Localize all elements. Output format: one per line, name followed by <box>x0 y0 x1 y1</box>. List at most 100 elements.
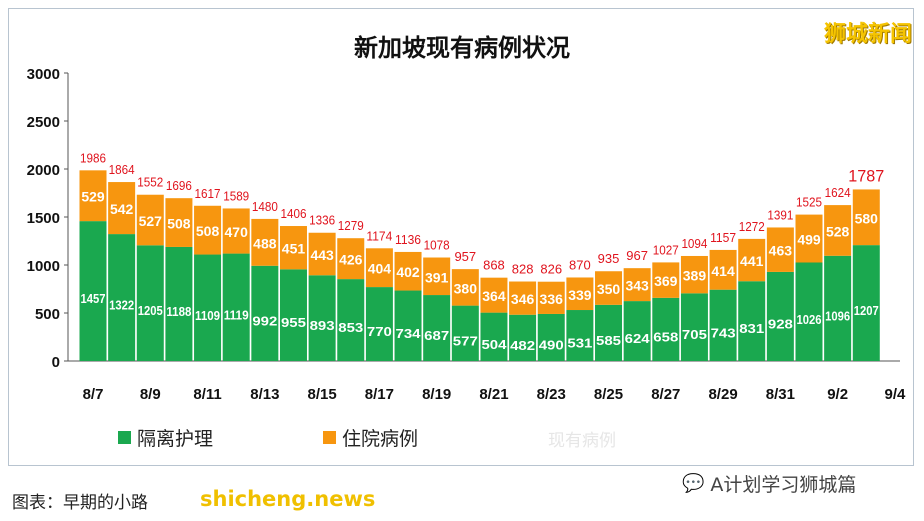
data-label-isolation: 1188 <box>166 304 191 319</box>
bar-isolation <box>451 305 479 361</box>
y-tick-label: 2500 <box>27 114 60 131</box>
bar-hospital <box>108 182 136 235</box>
data-label-hospital: 499 <box>797 232 821 248</box>
x-tick-label: 8/13 <box>250 386 279 403</box>
bar-hospital <box>795 214 823 263</box>
data-label-hospital: 443 <box>310 247 334 263</box>
bar-isolation <box>394 290 422 361</box>
y-tick-label: 1500 <box>27 210 60 227</box>
data-label-isolation: 831 <box>739 321 764 336</box>
data-label-hospital: 463 <box>769 243 793 259</box>
x-tick-label: 8/23 <box>537 386 566 403</box>
bar-hospital <box>623 268 651 302</box>
x-tick-label: 8/29 <box>708 386 737 403</box>
bar-isolation <box>852 245 880 361</box>
bar-hospital <box>652 262 680 298</box>
data-label-isolation: 1322 <box>109 298 134 313</box>
bar-isolation <box>194 254 222 361</box>
data-label-total: 1174 <box>366 228 392 243</box>
data-label-hospital: 402 <box>396 264 420 280</box>
bar-isolation <box>795 262 823 361</box>
data-label-hospital: 389 <box>683 268 707 284</box>
data-label-total: 1027 <box>653 242 679 257</box>
bar-isolation <box>165 246 193 361</box>
data-label-hospital: 451 <box>282 241 306 257</box>
bar-hospital <box>165 198 193 247</box>
legend-swatch <box>118 431 131 444</box>
data-label-hospital: 426 <box>339 252 363 268</box>
data-label-total: 957 <box>454 249 476 264</box>
y-tick-label: 0 <box>52 354 60 371</box>
bar-isolation <box>423 295 451 361</box>
bar-hospital <box>537 281 565 314</box>
data-label-isolation: 1109 <box>195 308 220 323</box>
data-label-isolation: 1207 <box>854 303 879 318</box>
data-label-isolation: 770 <box>367 324 392 339</box>
bar-hospital <box>824 205 852 256</box>
data-label-total: 1272 <box>739 219 765 234</box>
data-label-isolation: 928 <box>768 316 793 331</box>
x-tick-label: 8/19 <box>422 386 451 403</box>
data-label-isolation: 1026 <box>797 312 822 327</box>
data-label-hospital: 508 <box>196 223 220 239</box>
data-label-hospital: 470 <box>225 224 249 240</box>
data-label-total: 1078 <box>424 238 450 253</box>
data-label-isolation: 1205 <box>138 303 163 318</box>
x-tick-label: 9/2 <box>827 386 848 403</box>
data-label-total: 1864 <box>109 162 135 177</box>
data-label-hospital: 488 <box>253 235 277 251</box>
x-tick-label: 9/4 <box>884 386 906 403</box>
data-label-hospital: 529 <box>81 189 105 205</box>
data-label-isolation: 705 <box>682 327 707 342</box>
bar-isolation <box>680 293 708 361</box>
y-tick-label: 1000 <box>27 258 60 275</box>
data-label-isolation: 734 <box>396 326 422 341</box>
x-tick-label: 8/7 <box>83 386 104 403</box>
bar-hospital <box>509 281 537 315</box>
bar-isolation <box>136 245 164 361</box>
data-label-isolation: 992 <box>252 313 277 328</box>
data-label-total: 1787 <box>848 166 884 185</box>
bar-isolation <box>279 269 307 361</box>
bar-isolation <box>480 312 508 361</box>
data-label-isolation: 490 <box>539 337 564 352</box>
wechat-label: A计划学习狮城篇 <box>710 474 857 496</box>
bar-isolation <box>738 281 766 361</box>
bar-hospital <box>451 269 479 306</box>
data-label-isolation: 853 <box>338 320 363 335</box>
data-label-total: 935 <box>598 251 620 266</box>
data-label-total: 1336 <box>309 213 335 228</box>
logo: 狮城新闻 <box>823 22 912 47</box>
faint-text: 现有病例 <box>548 431 616 451</box>
bar-hospital <box>222 208 250 254</box>
data-label-isolation: 743 <box>711 325 736 340</box>
bar-isolation <box>824 255 852 361</box>
data-label-isolation: 624 <box>625 331 651 346</box>
data-label-total: 870 <box>569 257 591 272</box>
data-label-total: 1279 <box>338 218 364 233</box>
data-label-total: 1617 <box>195 186 221 201</box>
bar-hospital <box>194 205 222 255</box>
chart-frame <box>8 8 914 466</box>
data-label-total: 1624 <box>825 185 851 200</box>
bar-isolation <box>222 253 250 361</box>
data-label-total: 826 <box>540 262 562 277</box>
bar-hospital <box>337 238 365 280</box>
x-tick-label: 8/25 <box>594 386 623 403</box>
data-label-isolation: 531 <box>567 336 592 351</box>
data-label-hospital: 542 <box>110 201 134 217</box>
bar-hospital <box>279 226 307 270</box>
bar-isolation <box>308 275 336 361</box>
data-label-isolation: 893 <box>310 318 335 333</box>
data-label-hospital: 350 <box>597 281 621 297</box>
bar-hospital <box>79 170 107 222</box>
bar-isolation <box>365 287 393 361</box>
data-label-total: 1696 <box>166 178 192 193</box>
data-label-total: 1525 <box>796 195 822 210</box>
x-tick-label: 8/21 <box>479 386 508 403</box>
bar-hospital <box>709 249 737 290</box>
x-tick-label: 8/9 <box>140 386 161 403</box>
data-label-isolation: 1096 <box>825 308 850 323</box>
data-label-total: 1136 <box>395 232 421 247</box>
